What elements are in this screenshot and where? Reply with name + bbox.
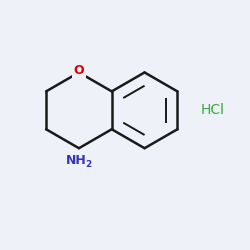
Text: O: O [74,64,84,77]
Text: 2: 2 [85,160,91,168]
Text: HCl: HCl [201,103,225,117]
Text: NH: NH [66,154,87,167]
